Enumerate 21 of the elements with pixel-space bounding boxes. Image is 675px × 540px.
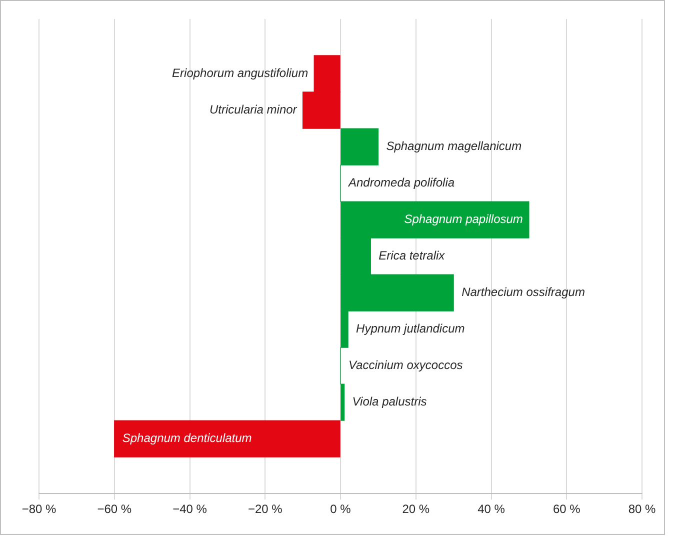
x-tick-label: −60 % xyxy=(97,502,132,516)
y-tick-label: Vaccinium oxycoccos xyxy=(348,358,463,372)
y-tick-label: Utricularia minor xyxy=(209,102,298,117)
y-tick-label: Sphagnum magellanicum xyxy=(386,139,522,154)
x-tick-label: −40 % xyxy=(172,502,208,516)
x-tick-label: 0 % xyxy=(330,502,352,516)
y-tick-label: Sphagnum denticulatum xyxy=(122,431,252,446)
y-tick-label: Eriophorum angustifolium xyxy=(172,66,308,80)
x-tick-label: −80 % xyxy=(22,502,57,516)
y-tick-label: Narthecium ossifragum xyxy=(462,285,585,300)
bar xyxy=(114,420,340,458)
x-tick-label: 40 % xyxy=(478,502,506,516)
y-tick-label: Andromeda polifolia xyxy=(348,176,455,190)
y-tick-label: Sphagnum papillosum xyxy=(404,212,523,226)
y-tick-label: Erica tetralix xyxy=(378,248,446,263)
y-tick-label: Viola palustris xyxy=(352,394,427,409)
y-tick-label: Hypnum jutlandicum xyxy=(356,322,465,336)
x-tick-label: 80 % xyxy=(628,502,656,516)
x-tick-label: 20 % xyxy=(402,502,430,516)
x-tick-label: 60 % xyxy=(552,502,581,516)
x-tick-label: −20 % xyxy=(248,502,283,516)
